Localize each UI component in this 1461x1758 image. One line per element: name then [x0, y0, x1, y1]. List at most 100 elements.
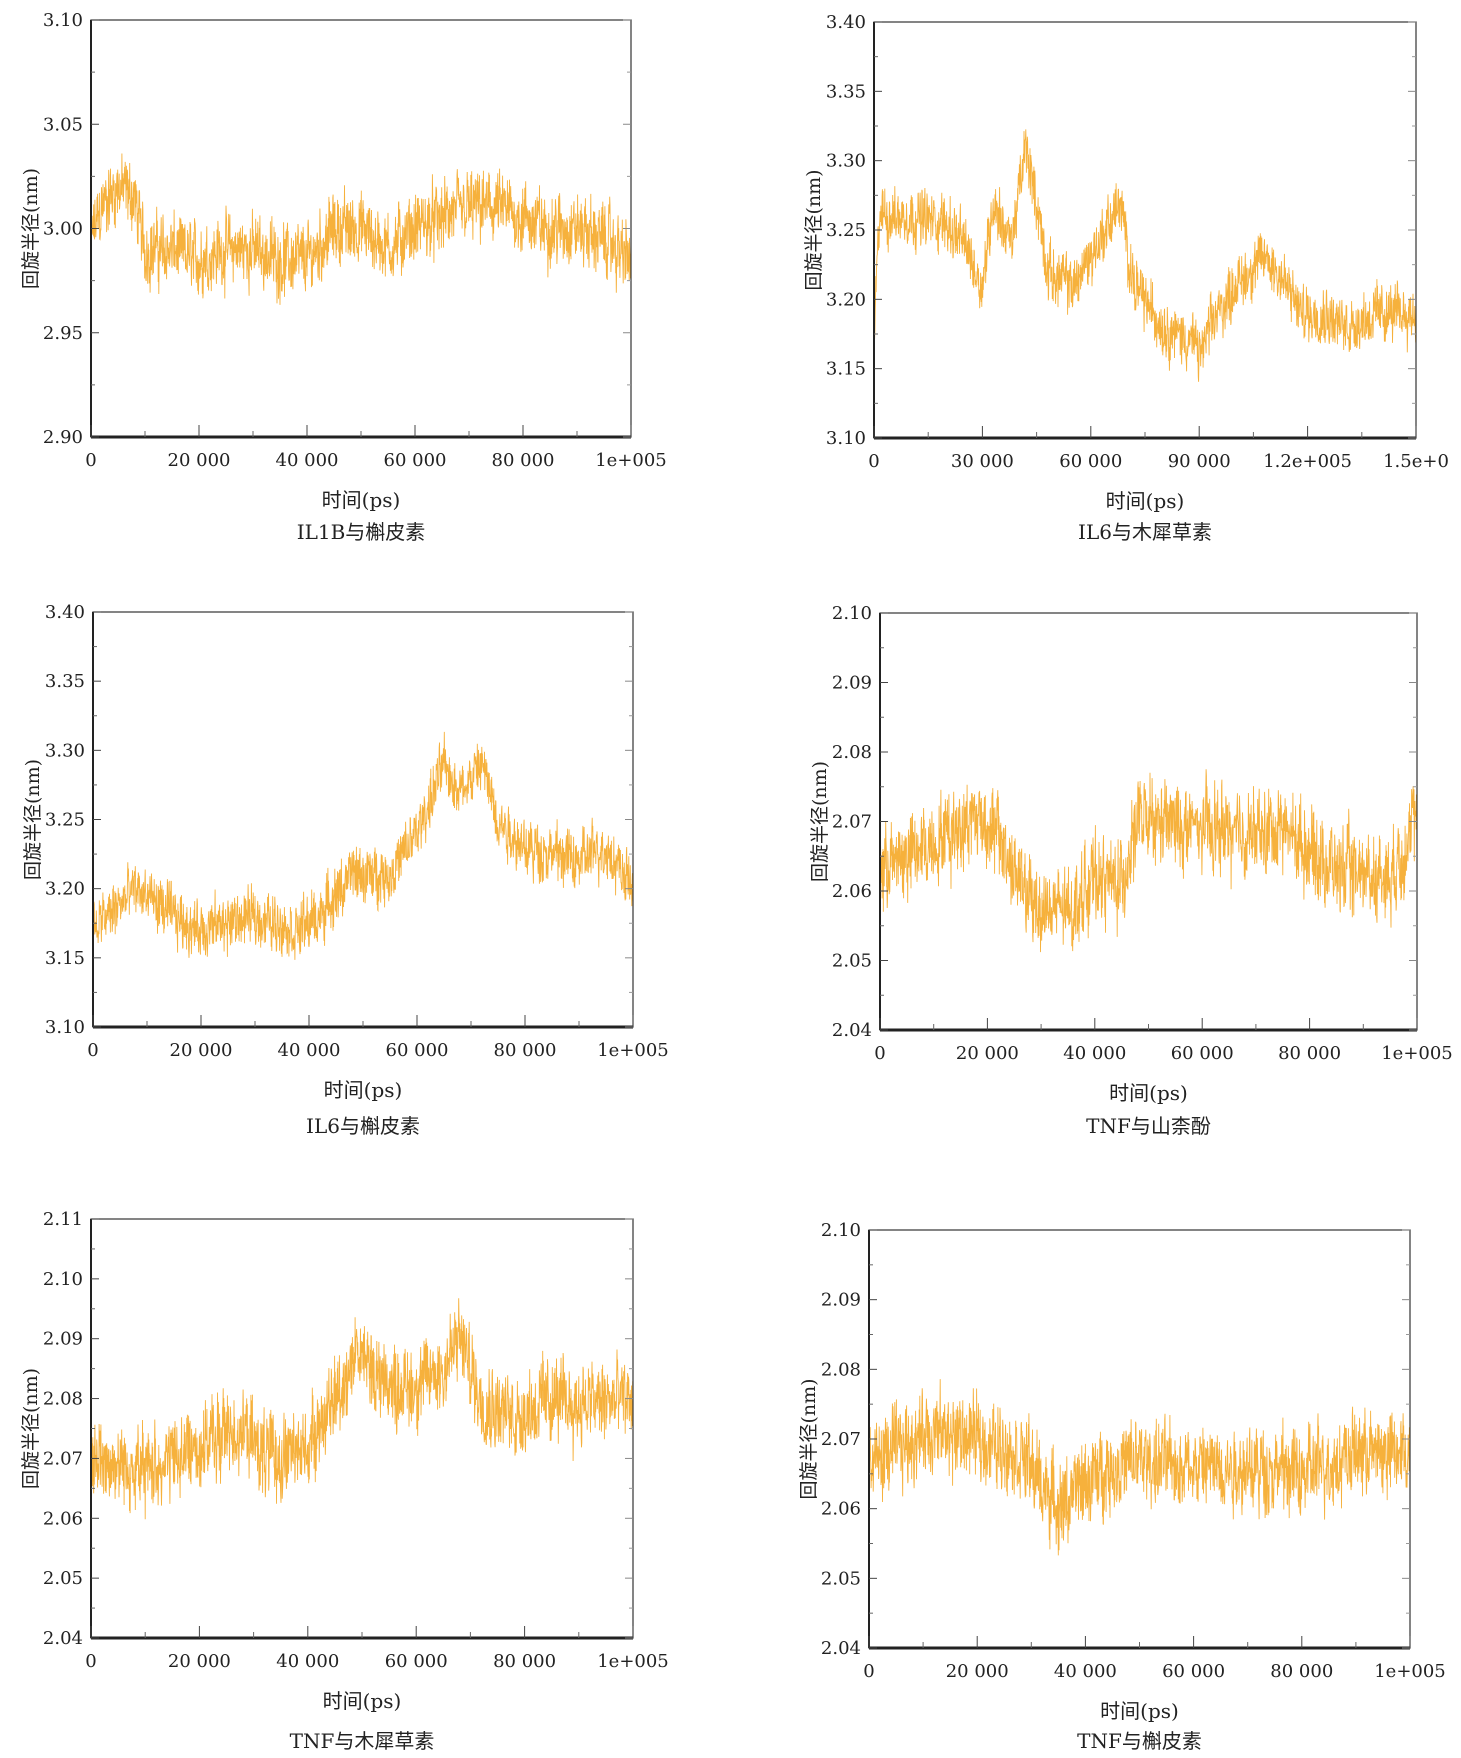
y-tick-label: 3.10	[43, 10, 83, 31]
y-tick-label: 2.95	[43, 323, 83, 344]
y-tick-label: 2.06	[832, 881, 872, 902]
rg-series-line	[879, 769, 1418, 953]
x-tick-label: 60 000	[385, 1651, 448, 1672]
y-tick-label: 2.04	[43, 1628, 83, 1649]
y-tick-label: 2.08	[43, 1389, 83, 1410]
x-tick-label: 90 000	[1168, 451, 1231, 472]
y-tick-label: 2.09	[821, 1290, 861, 1311]
y-tick-label: 2.90	[43, 427, 83, 448]
x-tick-label: 1e+005	[597, 1040, 669, 1061]
x-axis-label: 时间(ps)	[1100, 1699, 1179, 1723]
y-axis-label: 回旋半径(nm)	[803, 169, 825, 290]
x-tick-label: 0	[85, 1651, 96, 1672]
y-axis-label: 回旋半径(nm)	[22, 759, 44, 880]
chart-panel-2: 3.10 3.15 3.20 3.25 3.30 3.35 3.40 0 30 000 60 00…	[803, 12, 1449, 544]
chart-title: IL6与木犀草素	[1078, 520, 1212, 544]
chart-panel-6: 2.04 2.05 2.06 2.07 2.08 2.09 2.10 0 20 000 40 00…	[798, 1220, 1446, 1753]
x-tick-label: 0	[868, 451, 879, 472]
x-tick-label: 0	[863, 1661, 874, 1682]
plot-frame	[90, 19, 632, 438]
y-tick-label: 2.05	[43, 1568, 83, 1589]
y-tick-label: 3.10	[45, 1017, 85, 1038]
y-tick-label: 2.08	[821, 1359, 861, 1380]
y-tick-label: 2.10	[43, 1269, 83, 1290]
x-axis-label: 时间(ps)	[324, 1078, 403, 1102]
y-tick-label: 2.07	[43, 1448, 83, 1469]
x-axis-label: 时间(ps)	[323, 1689, 402, 1713]
x-tick-label: 20 000	[170, 1040, 233, 1061]
y-tick-label: 2.07	[832, 812, 872, 833]
y-tick-label: 3.25	[45, 810, 85, 831]
y-tick-label: 3.30	[826, 151, 866, 172]
y-tick-label: 2.06	[43, 1508, 83, 1529]
chart-panel-1: 2.90 2.95 3.00 3.05 3.10 0 20 000 40 000 60 000 8…	[20, 10, 667, 544]
y-tick-label: 3.20	[826, 289, 866, 310]
y-tick-label: 3.00	[43, 219, 83, 240]
y-tick-label: 3.20	[45, 879, 85, 900]
x-tick-label: 20 000	[168, 1651, 231, 1672]
x-tick-label: 0	[85, 450, 96, 471]
chart-title: IL6与槲皮素	[306, 1114, 420, 1138]
x-tick-label: 20 000	[946, 1661, 1009, 1682]
chart-title: TNF与槲皮素	[1077, 1729, 1202, 1753]
chart-title: TNF与山柰酚	[1086, 1114, 1211, 1138]
chart-panel-5: 2.04 2.05 2.06 2.07 2.08 2.09 2.10 2.11 0 20 000 4…	[20, 1209, 669, 1753]
y-axis-label: 回旋半径(nm)	[809, 761, 831, 882]
x-axis-label: 时间(ps)	[1106, 489, 1185, 513]
x-tick-label: 1e+005	[597, 1651, 669, 1672]
x-tick-label: 60 000	[1059, 451, 1122, 472]
x-tick-label: 60 000	[384, 450, 447, 471]
x-tick-label: 0	[874, 1043, 885, 1064]
y-tick-label: 2.09	[43, 1329, 83, 1350]
y-tick-label: 3.15	[45, 948, 85, 969]
x-tick-label: 0	[87, 1040, 98, 1061]
rg-series-line	[90, 153, 632, 305]
x-tick-label: 40 000	[276, 1651, 339, 1672]
x-tick-label: 1e+005	[595, 450, 667, 471]
x-tick-label: 60 000	[386, 1040, 449, 1061]
y-axis-label: 回旋半径(nm)	[20, 168, 42, 289]
y-tick-label: 2.10	[832, 603, 872, 624]
rg-series-line	[873, 129, 1417, 382]
y-tick-label: 3.10	[826, 428, 866, 449]
y-tick-label: 3.35	[826, 81, 866, 102]
x-tick-label: 40 000	[1054, 1661, 1117, 1682]
x-tick-label: 80 000	[493, 1651, 556, 1672]
x-axis-label: 时间(ps)	[1109, 1081, 1188, 1105]
x-tick-label: 60 000	[1162, 1661, 1225, 1682]
plot-frame	[92, 611, 634, 1028]
x-tick-label: 80 000	[1270, 1661, 1333, 1682]
y-tick-label: 2.05	[832, 951, 872, 972]
x-axis-label: 时间(ps)	[322, 488, 401, 512]
y-axis-label: 回旋半径(nm)	[20, 1368, 42, 1489]
x-tick-label: 30 000	[951, 451, 1014, 472]
y-tick-label: 3.35	[45, 671, 85, 692]
rg-series-line	[90, 1298, 634, 1520]
y-tick-label: 2.04	[832, 1020, 872, 1041]
x-tick-label: 60 000	[1171, 1043, 1234, 1064]
x-tick-label: 80 000	[494, 1040, 557, 1061]
chart-panel-4: 2.04 2.05 2.06 2.07 2.08 2.09 2.10 0 20 000 40 00…	[809, 603, 1453, 1138]
chart-title: TNF与木犀草素	[290, 1729, 435, 1753]
y-tick-label: 3.15	[826, 359, 866, 380]
y-tick-label: 2.08	[832, 742, 872, 763]
y-tick-label: 2.05	[821, 1568, 861, 1589]
x-tick-label: 1.2e+005	[1263, 451, 1352, 472]
y-tick-label: 2.11	[43, 1209, 83, 1230]
y-tick-label: 3.25	[826, 220, 866, 241]
rg-series-line	[92, 731, 634, 960]
y-tick-label: 3.05	[43, 114, 83, 135]
x-tick-label: 80 000	[492, 450, 555, 471]
y-tick-label: 2.06	[821, 1499, 861, 1520]
x-tick-label: 1e+005	[1374, 1661, 1446, 1682]
y-axis-label: 回旋半径(nm)	[798, 1378, 820, 1499]
chart-title: IL1B与槲皮素	[297, 520, 426, 544]
x-tick-label: 1e+005	[1381, 1043, 1453, 1064]
x-tick-label: 1.5e+0	[1383, 451, 1449, 472]
y-tick-label: 2.04	[821, 1638, 861, 1659]
x-tick-label: 80 000	[1278, 1043, 1341, 1064]
chart-panel-3: 3.10 3.15 3.20 3.25 3.30 3.35 3.40 0 20 000 40 00…	[22, 602, 669, 1138]
y-tick-label: 2.09	[832, 673, 872, 694]
